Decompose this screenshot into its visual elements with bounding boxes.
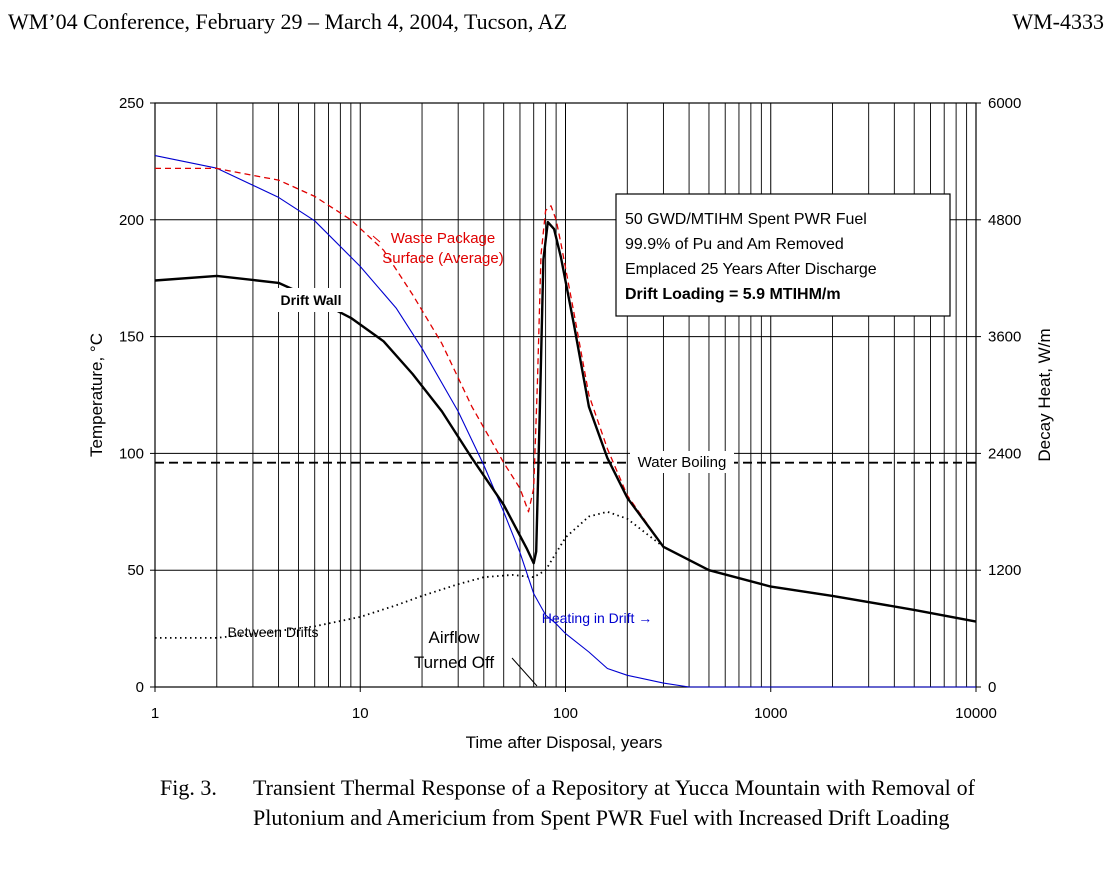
waste-package-label-line2: Surface (Average): [382, 250, 503, 267]
airflow-label-line1: Airflow: [428, 628, 480, 647]
figure-caption-text: Transient Thermal Response of a Reposito…: [253, 775, 975, 830]
y-axis-title: Temperature, °C: [87, 333, 106, 457]
y2-axis-title: Decay Heat, W/m: [1035, 328, 1054, 461]
between-drifts-label: Between Drifts: [227, 624, 318, 640]
y2-tick-label: 4800: [988, 212, 1021, 229]
x-tick-label: 1000: [754, 705, 787, 722]
x-tick-label: 1: [151, 705, 159, 722]
y2-tick-label: 6000: [988, 95, 1021, 112]
x-axis-title: Time after Disposal, years: [466, 733, 663, 752]
grid-minor: [216, 103, 968, 687]
water-boiling-label: Water Boiling: [638, 454, 727, 471]
figure-number: Fig. 3.: [160, 775, 217, 800]
x-tick-label: 10: [352, 705, 369, 722]
info-box-frame: [615, 193, 951, 317]
info-box-line4: Drift Loading = 5.9 MTIHM/m: [625, 286, 841, 303]
axis-ticks: [150, 102, 981, 692]
y2-tick-label: 0: [988, 679, 996, 696]
series-drift-wall-line: [154, 220, 977, 623]
waste-package-label-line1: Waste Package: [391, 230, 496, 247]
water-boiling-label-bg: [630, 451, 734, 473]
x-tick-label: 100: [553, 705, 578, 722]
series-layer: [154, 155, 977, 688]
y-tick-label: 250: [119, 95, 144, 112]
info-box: 50 GWD/MTIHM Spent PWR Fuel 99.9% of Pu …: [615, 193, 951, 317]
series-decay-heat-line: [154, 155, 976, 688]
y-tick-label: 150: [119, 329, 144, 346]
airflow-leader: [511, 657, 538, 687]
airflow-label-line2: Turned Off: [414, 653, 495, 672]
info-box-line3: Emplaced 25 Years After Discharge: [625, 261, 877, 278]
y2-tick-label: 2400: [988, 445, 1021, 462]
heating-in-drift-label: Heating in Drift →: [542, 610, 652, 626]
header-conference: WM’04 Conference, February 29 – March 4,…: [8, 9, 568, 34]
y2-tick-label: 1200: [988, 562, 1021, 579]
y-tick-label: 50: [127, 562, 144, 579]
header-paper-id: WM-4333: [1012, 9, 1104, 34]
info-box-line2: 99.9% of Pu and Am Removed: [625, 236, 844, 253]
y2-tick-label: 3600: [988, 329, 1021, 346]
y-tick-label: 100: [119, 445, 144, 462]
y-tick-label: 200: [119, 212, 144, 229]
tick-labels: 1 10 100 1000 10000 0 50 100 150 200 250 0 1200 2400 3…: [119, 95, 1021, 722]
info-box-line1: 50 GWD/MTIHM Spent PWR Fuel: [625, 211, 867, 228]
drift-wall-label-bg: [273, 288, 349, 312]
y-tick-label: 0: [136, 679, 144, 696]
waste-package-leader: [372, 235, 381, 243]
x-tick-label: 10000: [955, 705, 997, 722]
drift-wall-label: Drift Wall: [281, 292, 342, 308]
